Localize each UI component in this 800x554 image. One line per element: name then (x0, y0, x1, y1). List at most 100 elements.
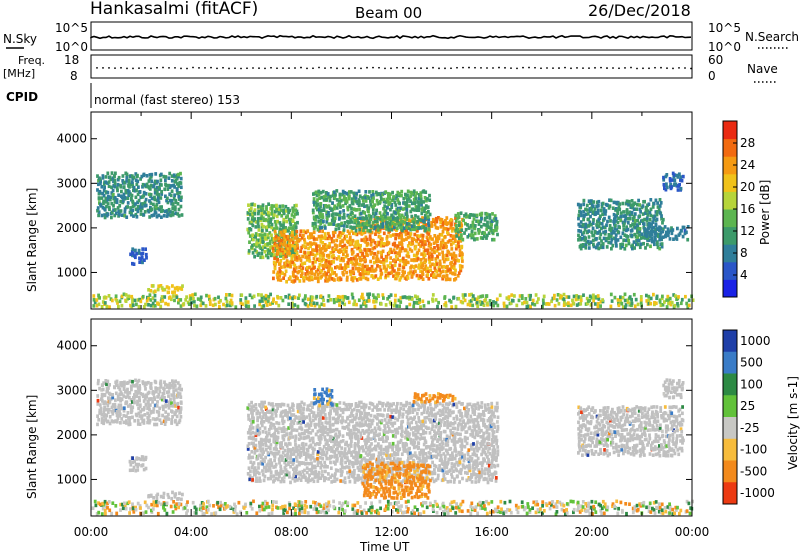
scatter-cell (366, 228, 370, 233)
scatter-cell (325, 210, 329, 214)
scatter-cell (261, 245, 265, 249)
scatter-cell (603, 232, 607, 236)
scatter-cell (342, 228, 346, 232)
scatter-cell (382, 296, 385, 300)
scatter-cell (96, 394, 100, 398)
scatter-cell (247, 304, 251, 309)
scatter-cell (687, 303, 691, 308)
scatter-cell (142, 457, 146, 462)
scatter-cell (393, 225, 396, 230)
scatter-cell (394, 293, 397, 298)
scatter-cell (655, 212, 659, 217)
scatter-cell (159, 304, 163, 309)
scatter-cell (343, 480, 347, 485)
scatter-cell (307, 246, 310, 251)
scatter-cell (385, 197, 389, 202)
scatter-cell (384, 200, 388, 204)
scatter-cell (299, 229, 303, 233)
scatter-cell (325, 404, 329, 409)
freq-dot (486, 67, 488, 69)
scatter-cell (646, 226, 650, 231)
scatter-cell (434, 268, 437, 273)
scatter-cell (320, 269, 323, 273)
scatter-cell (415, 226, 419, 230)
scatter-cell (158, 406, 162, 411)
scatter-cell (275, 409, 278, 413)
scatter-cell (357, 409, 361, 413)
scatter-cell (157, 213, 161, 218)
scatter-cell (379, 217, 382, 221)
scatter-cell (412, 300, 416, 305)
scatter-cell (282, 438, 286, 442)
scatter-cell (362, 408, 366, 412)
scatter-cell (468, 215, 472, 219)
scatter-cell (100, 392, 104, 397)
scatter-cell (168, 171, 172, 176)
scatter-cell (270, 212, 274, 216)
scatter-cell (134, 212, 138, 217)
scatter-cell (329, 405, 332, 409)
scatter-cell (421, 219, 425, 223)
scatter-cell (584, 236, 587, 240)
nave-label: Nave (747, 62, 778, 76)
scatter-cell (660, 217, 663, 221)
freq-dot (630, 66, 632, 69)
scatter-cell (329, 466, 333, 470)
scatter-cell (331, 207, 334, 212)
scatter-cell (358, 421, 362, 425)
scatter-cell (443, 295, 447, 299)
scatter-cell (113, 208, 117, 212)
scatter-cell (406, 199, 409, 204)
scatter-cell (117, 193, 120, 197)
scatter-cell (595, 200, 599, 205)
scatter-cell (256, 423, 260, 428)
scatter-cell (100, 413, 104, 417)
scatter-cell (616, 220, 620, 225)
scatter-cell (491, 212, 494, 216)
freq-unit-label: [MHz] (3, 67, 35, 80)
scatter-cell (324, 469, 327, 474)
scatter-cell (270, 208, 274, 213)
scatter-cell (398, 263, 402, 267)
scatter-cell (248, 240, 251, 244)
scatter-cell (306, 242, 309, 246)
scatter-cell (640, 232, 644, 236)
scatter-cell (344, 442, 347, 447)
scatter-cell (424, 242, 427, 246)
scatter-cell (482, 222, 486, 227)
scatter-cell (179, 298, 183, 302)
scatter-cell (264, 430, 268, 435)
scatter-cell (295, 455, 298, 460)
scatter-cell (294, 470, 298, 474)
scatter-cell (645, 207, 648, 211)
scatter-cell (599, 300, 603, 304)
scatter-cell (282, 479, 286, 484)
scatter-cell (372, 196, 375, 200)
scatter-cell (557, 302, 561, 306)
scatter-cell (425, 269, 428, 273)
scatter-cell (296, 421, 300, 425)
scatter-cell (294, 208, 298, 212)
scatter-cell (405, 277, 408, 281)
scatter-cell (261, 247, 264, 252)
scatter-cell (347, 258, 351, 262)
scatter-cell (318, 229, 321, 233)
scatter-cell (475, 213, 479, 218)
scatter-cell (341, 419, 345, 423)
scatter-cell (308, 438, 312, 443)
scatter-cell (285, 470, 289, 474)
scatter-cell (266, 248, 270, 252)
scatter-cell (360, 238, 364, 242)
scatter-cell (108, 305, 111, 309)
scatter-cell (297, 296, 300, 300)
scatter-cell (395, 233, 398, 237)
scatter-cell (617, 303, 621, 308)
scatter-cell (420, 252, 423, 256)
scatter-cell (466, 302, 470, 307)
scatter-cell (257, 211, 260, 216)
scatter-cell (318, 244, 321, 248)
scatter-cell (251, 215, 255, 219)
scatter-cell (374, 274, 378, 278)
scatter-cell (254, 220, 258, 224)
scatter-cell (267, 468, 270, 473)
